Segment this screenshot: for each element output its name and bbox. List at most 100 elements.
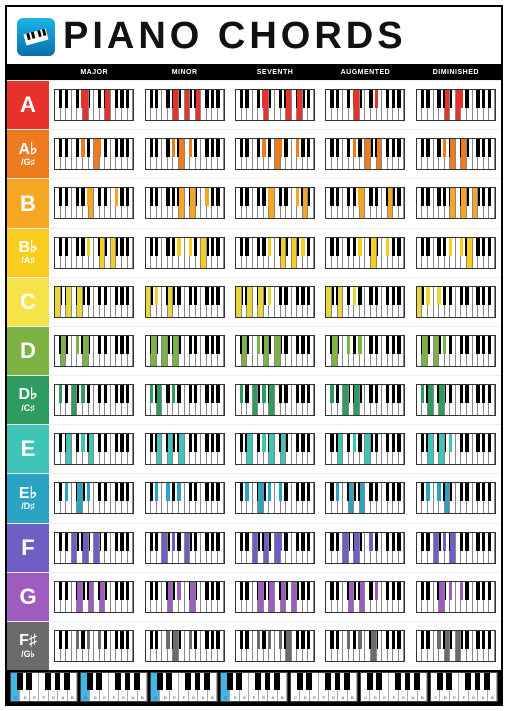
chord-cell	[320, 524, 410, 572]
chord-cell	[139, 474, 229, 522]
row-label: D	[7, 327, 49, 375]
mini-keyboard	[235, 532, 315, 564]
chord-cell	[230, 81, 320, 129]
mini-keyboard	[235, 581, 315, 613]
row-label: F♯ /G♭	[7, 622, 49, 670]
row-label: E	[7, 425, 49, 473]
row-label: A♭/G♯	[7, 130, 49, 178]
chord-cell	[411, 573, 501, 621]
mini-keyboard	[54, 482, 134, 514]
mini-keyboard	[325, 335, 405, 367]
row-label: C	[7, 278, 49, 326]
mini-keyboard	[416, 187, 496, 219]
mini-keyboard	[54, 237, 134, 269]
mini-keyboard	[235, 89, 315, 121]
chord-row: G	[7, 572, 501, 621]
row-label-text: F	[21, 538, 34, 558]
chord-cell	[320, 81, 410, 129]
mini-keyboard	[145, 384, 225, 416]
chord-row: F♯ /G♭	[7, 621, 501, 670]
chord-cell	[49, 179, 139, 227]
chord-cell	[139, 229, 229, 277]
mini-keyboard	[145, 335, 225, 367]
mini-keyboard	[145, 89, 225, 121]
mini-keyboard	[235, 187, 315, 219]
chord-cell	[49, 278, 139, 326]
row-label: B♭/A♯	[7, 229, 49, 277]
mini-keyboard	[416, 89, 496, 121]
mini-keyboard	[325, 433, 405, 465]
footer-octave: CDEFGAB	[430, 672, 498, 702]
chord-cell	[230, 327, 320, 375]
mini-keyboard	[235, 138, 315, 170]
row-label-text: E♭	[19, 487, 37, 501]
chord-cell	[411, 130, 501, 178]
row-label-text: D	[20, 341, 36, 361]
row-label: F	[7, 524, 49, 572]
chord-cell	[411, 327, 501, 375]
chord-cell	[230, 376, 320, 424]
row-label-text: F♯	[19, 634, 37, 648]
mini-keyboard	[416, 138, 496, 170]
mini-keyboard	[145, 630, 225, 662]
mini-keyboard	[325, 237, 405, 269]
mini-keyboard	[145, 286, 225, 318]
row-label-text: G	[19, 587, 36, 607]
mini-keyboard	[416, 532, 496, 564]
row-label-text: E	[21, 439, 36, 459]
mini-keyboard	[54, 630, 134, 662]
mini-keyboard	[416, 482, 496, 514]
footer-octave: CDEFGAB	[150, 672, 218, 702]
mini-keyboard	[416, 335, 496, 367]
chord-cell	[49, 81, 139, 129]
chord-cell	[411, 376, 501, 424]
chord-cell	[320, 573, 410, 621]
footer-octave: CDEFGAB	[10, 672, 78, 702]
mini-keyboard	[54, 187, 134, 219]
mini-keyboard	[235, 335, 315, 367]
chord-grid: AA♭/G♯BB♭/A♯CDD♭/C♯EE♭/D♯FGF♯/G♭	[7, 80, 501, 670]
row-label-text: B	[20, 194, 36, 214]
col-header-major: MAJOR	[49, 69, 139, 76]
row-label-sub: /C♯	[21, 404, 35, 412]
chord-cell	[49, 573, 139, 621]
chord-cell	[49, 376, 139, 424]
row-label-text: A	[20, 95, 36, 115]
mini-keyboard	[145, 581, 225, 613]
mini-keyboard	[416, 237, 496, 269]
chord-row: B	[7, 178, 501, 227]
chord-cell	[411, 229, 501, 277]
page-title: PIANO CHORDS	[63, 15, 407, 58]
chord-cell	[320, 229, 410, 277]
chord-cell	[320, 622, 410, 670]
chord-cell	[230, 524, 320, 572]
mini-keyboard	[325, 630, 405, 662]
row-label: E♭/D♯	[7, 474, 49, 522]
header: PIANO CHORDS	[7, 7, 501, 64]
chord-row: A	[7, 80, 501, 129]
mini-keyboard	[145, 532, 225, 564]
chord-row: F	[7, 523, 501, 572]
mini-keyboard	[54, 335, 134, 367]
chord-cell	[411, 622, 501, 670]
row-label: B	[7, 179, 49, 227]
mini-keyboard	[145, 187, 225, 219]
row-label-sub: /G♯	[21, 158, 35, 166]
mini-keyboard	[235, 482, 315, 514]
row-label-sub: /D♯	[21, 502, 35, 510]
column-headers: MAJOR MINOR SEVENTH AUGMENTED DIMINISHED	[7, 64, 501, 80]
chord-cell	[49, 474, 139, 522]
chord-cell	[320, 278, 410, 326]
chord-cell	[139, 376, 229, 424]
mini-keyboard	[325, 581, 405, 613]
row-label-sub: /G♭	[21, 650, 35, 658]
chord-cell	[230, 130, 320, 178]
row-label-text: A♭	[18, 143, 37, 157]
chord-row: E♭/D♯	[7, 473, 501, 522]
poster: PIANO CHORDS MAJOR MINOR SEVENTH AUGMENT…	[5, 5, 503, 706]
mini-keyboard	[235, 286, 315, 318]
chord-cell	[139, 524, 229, 572]
mini-keyboard	[416, 286, 496, 318]
chord-cell	[230, 573, 320, 621]
chord-cell	[139, 81, 229, 129]
